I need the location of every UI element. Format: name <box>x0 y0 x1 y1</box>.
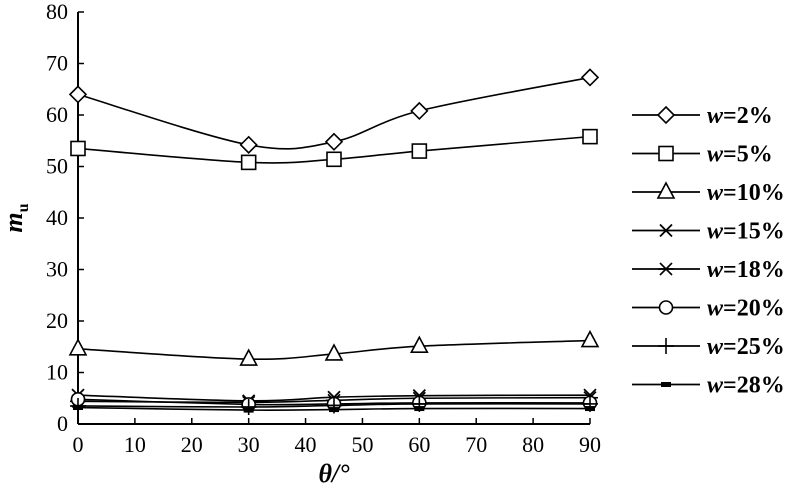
x-tick-label: 0 <box>73 432 84 457</box>
data-point <box>239 135 258 155</box>
y-tick-label: 50 <box>46 154 68 179</box>
series-layer <box>68 68 600 416</box>
legend-label-rest: =28% <box>723 373 785 399</box>
data-point <box>410 335 429 354</box>
data-point <box>240 154 257 171</box>
x-tick-label: 50 <box>351 432 373 457</box>
series-7 <box>70 395 598 416</box>
y-axis-title: mu <box>0 203 32 232</box>
y-axis-title-main: m <box>0 212 28 232</box>
legend-marker-stroke <box>659 223 673 238</box>
axes: 0 10 20 30 40 50 60 70 80 0 10 20 30 40 50 60 70 80 90 <box>46 0 601 457</box>
legend-label-var: w <box>707 103 724 129</box>
data-point <box>70 140 86 157</box>
legend-marker <box>656 105 676 125</box>
legend-item: w=10% <box>632 180 785 206</box>
legend-marker <box>658 300 674 315</box>
data-point <box>582 128 598 145</box>
data-point <box>68 338 88 356</box>
x-tick-label: 10 <box>124 432 146 457</box>
legend-label-rest: =2% <box>723 103 773 129</box>
legend-label-var: w <box>707 180 724 206</box>
legend-marker <box>658 145 674 162</box>
legend-marker <box>656 181 676 199</box>
data-point <box>324 132 344 151</box>
data-point <box>580 329 600 348</box>
y-tick-label: 0 <box>57 411 68 436</box>
legend-label-var: w <box>707 257 724 283</box>
x-tick-label: 60 <box>408 432 430 457</box>
x-tick-label: 20 <box>181 432 203 457</box>
y-tick-label: 40 <box>46 205 68 230</box>
data-point <box>411 143 428 159</box>
legend-item: w=2% <box>632 103 773 129</box>
data-point <box>329 407 339 413</box>
legend-label-rest: =10% <box>723 180 785 206</box>
y-tick-label: 60 <box>46 102 68 127</box>
data-point <box>239 348 258 366</box>
data-point <box>73 405 83 411</box>
legend-item: w=20% <box>632 296 785 322</box>
legend-item: w=25% <box>632 334 785 360</box>
legend-label-var: w <box>707 296 724 322</box>
y-tick-label: 30 <box>46 257 68 282</box>
legend-item: w=5% <box>632 142 773 168</box>
x-tick-label: 90 <box>579 432 601 457</box>
x-tick-label: 30 <box>238 432 260 457</box>
data-point <box>585 406 595 412</box>
legend-label-rest: =25% <box>723 334 785 360</box>
data-point <box>410 101 429 121</box>
legend-label: w=2% <box>707 103 773 129</box>
data-point <box>580 68 600 87</box>
legend-label-var: w <box>707 219 724 245</box>
legend-label-rest: =5% <box>723 142 773 168</box>
data-point <box>326 151 342 168</box>
series-3 <box>68 329 600 366</box>
series-1 <box>68 68 600 155</box>
legend-label: w=18% <box>707 257 785 283</box>
data-point <box>324 343 344 361</box>
y-tick-label: 20 <box>46 308 68 333</box>
legend-label: w=25% <box>707 334 785 360</box>
legend-label-var: w <box>707 373 724 399</box>
legend-item: w=15% <box>632 219 785 245</box>
legend-item: w=28% <box>632 373 785 399</box>
y-tick-label: 10 <box>46 360 68 385</box>
legend-marker <box>658 262 674 276</box>
x-tick-label: 70 <box>465 432 487 457</box>
legend-label: w=10% <box>707 180 785 206</box>
legend-label: w=5% <box>707 142 773 168</box>
legend-marker <box>661 382 671 387</box>
series-2 <box>70 128 598 171</box>
legend-label-rest: =18% <box>723 257 785 283</box>
legend: w=2%w=5%w=10%w=15%w=18%w=20%w=25%w=28% <box>632 103 785 399</box>
data-point <box>414 406 425 412</box>
legend-label-rest: =20% <box>723 296 785 322</box>
data-point <box>243 407 254 413</box>
data-point <box>68 85 88 104</box>
legend-label: w=15% <box>707 219 785 245</box>
legend-marker <box>659 223 673 238</box>
x-tick-label: 40 <box>295 432 317 457</box>
y-axis-title-subscript: u <box>15 203 32 212</box>
legend-item: w=18% <box>632 257 785 283</box>
x-axis-title: θ/° <box>318 459 350 488</box>
x-tick-label: 80 <box>522 432 544 457</box>
legend-label-rest: =15% <box>723 219 785 245</box>
legend-label-var: w <box>707 142 724 168</box>
y-tick-label: 70 <box>46 51 68 76</box>
legend-label: w=28% <box>707 373 785 399</box>
legend-marker <box>658 338 674 354</box>
legend-label: w=20% <box>707 296 785 322</box>
series-8 <box>73 405 595 413</box>
y-tick-label: 80 <box>46 0 68 24</box>
legend-label-var: w <box>707 334 724 360</box>
